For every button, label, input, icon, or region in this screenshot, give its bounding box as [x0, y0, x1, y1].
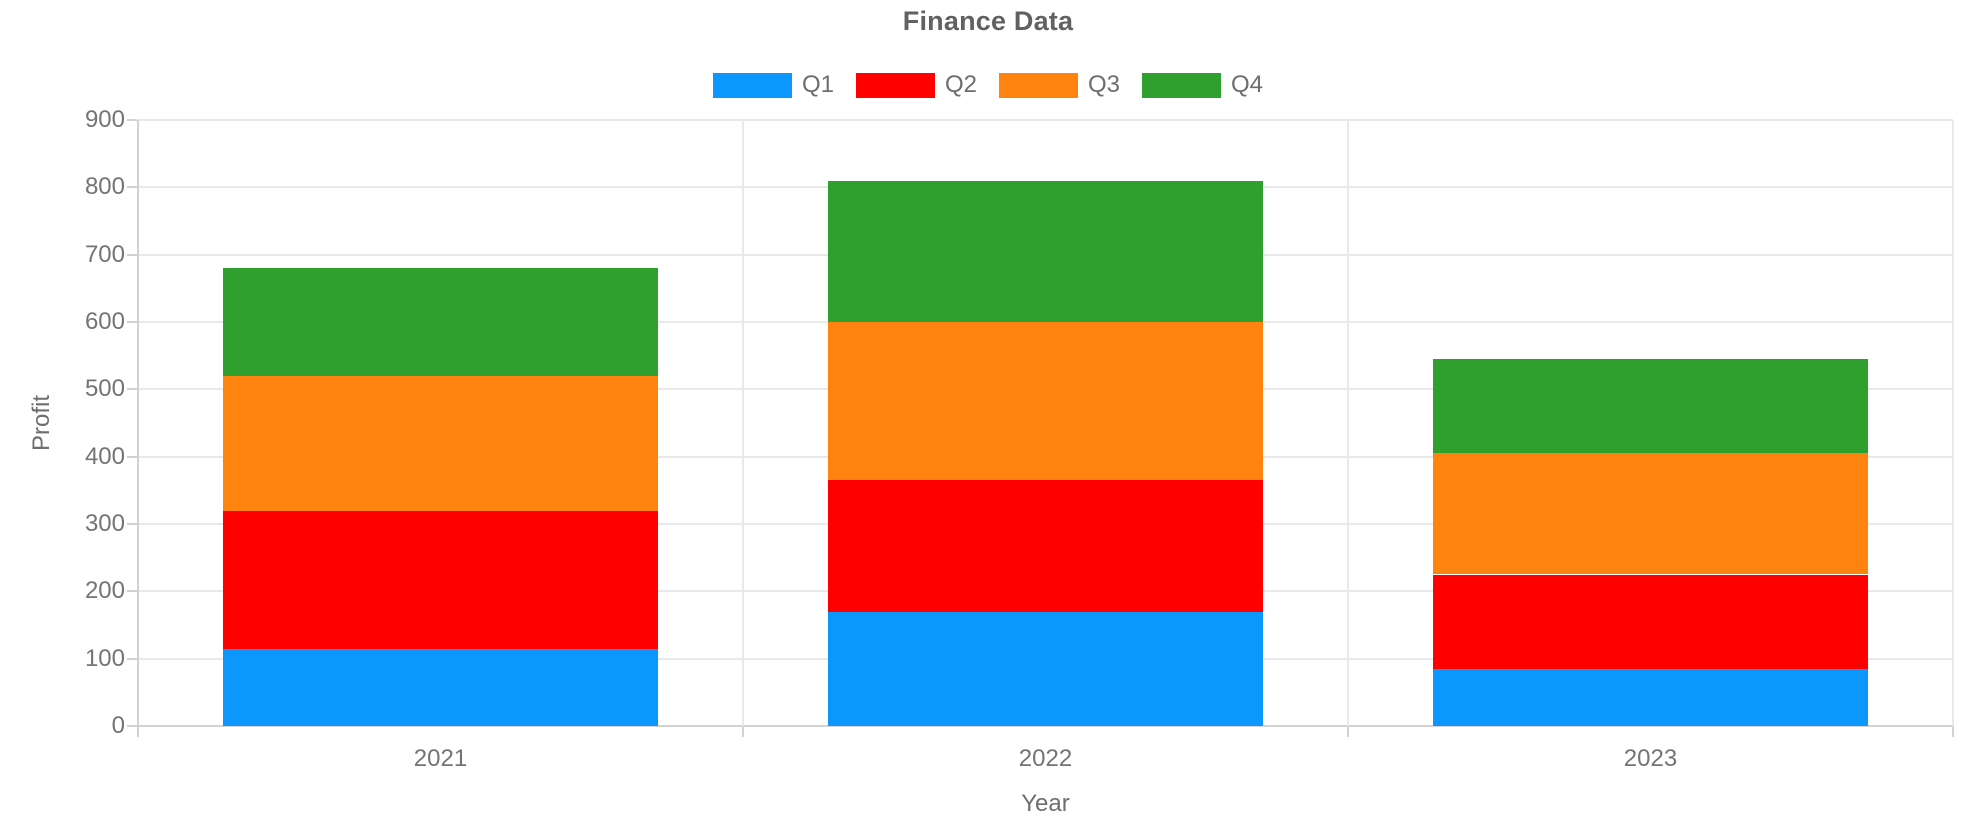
legend-label: Q2	[944, 71, 977, 98]
bar-segment-2022-Q4[interactable]	[828, 180, 1263, 322]
y-tick-label: 800	[84, 173, 125, 201]
y-axis-tick	[127, 590, 137, 593]
bar-segment-2021-Q1[interactable]	[223, 648, 658, 726]
y-axis-tick	[127, 119, 137, 121]
y-axis-tick	[127, 725, 137, 727]
y-tick-label: 900	[84, 106, 125, 133]
x-axis-tick	[1347, 726, 1349, 737]
chart-title: Finance Data	[902, 6, 1074, 36]
y-axis-tick	[127, 186, 137, 189]
legend-swatch-icon	[1142, 72, 1222, 98]
x-axis-title: Year	[1021, 790, 1070, 817]
y-gridline	[138, 119, 1953, 121]
y-tick-label: 700	[84, 240, 125, 268]
legend-item-Q1[interactable]: Q1	[712, 71, 834, 99]
x-axis-tick	[137, 726, 139, 737]
bar-segment-2023-Q2[interactable]	[1433, 574, 1868, 669]
y-axis-tick	[127, 253, 137, 256]
y-tick-label: 200	[84, 577, 125, 605]
bar-segment-2021-Q3[interactable]	[223, 375, 658, 511]
y-axis-tick	[127, 455, 137, 458]
x-gridline	[742, 120, 744, 726]
y-axis-tick	[127, 388, 137, 391]
legend-label: Q3	[1088, 71, 1121, 98]
bar-segment-2023-Q1[interactable]	[1433, 668, 1868, 726]
legend-item-Q2[interactable]: Q2	[855, 71, 977, 99]
bar-segment-2023-Q4[interactable]	[1433, 359, 1868, 454]
legend-item-Q3[interactable]: Q3	[999, 71, 1120, 99]
y-tick-label: 100	[84, 644, 125, 672]
x-tick-label-2022: 2022	[1018, 745, 1073, 772]
x-gridline	[1952, 120, 1954, 726]
bar-segment-2022-Q2[interactable]	[828, 480, 1263, 612]
x-tick-label-2021: 2021	[413, 745, 468, 772]
bar-segment-2022-Q3[interactable]	[828, 322, 1263, 481]
y-axis-tick	[127, 657, 137, 660]
y-tick-label: 500	[84, 375, 125, 403]
bar-segment-2021-Q2[interactable]	[223, 510, 658, 649]
x-gridline	[1347, 120, 1349, 726]
y-tick-label: 600	[84, 308, 125, 335]
y-tick-label: 400	[84, 442, 125, 470]
bar-segment-2022-Q1[interactable]	[828, 611, 1263, 726]
x-axis-line	[138, 725, 1953, 727]
legend-label: Q4	[1231, 71, 1264, 98]
x-axis-tick	[1952, 726, 1954, 737]
bar-segment-2021-Q4[interactable]	[223, 268, 658, 376]
legend-swatch-icon	[855, 72, 935, 98]
y-axis-title: Profit	[28, 394, 55, 452]
bar-segment-2023-Q3[interactable]	[1433, 453, 1868, 575]
legend-item-Q4[interactable]: Q4	[1142, 71, 1263, 99]
y-axis-tick	[127, 321, 137, 323]
y-tick-label: 300	[84, 510, 125, 537]
y-tick-label: 0	[111, 712, 125, 739]
y-axis-line	[137, 120, 139, 737]
x-tick-label-2023: 2023	[1623, 745, 1678, 772]
legend-swatch-icon	[999, 72, 1078, 98]
y-axis-tick	[127, 523, 137, 525]
legend-label: Q1	[801, 71, 834, 98]
x-axis-tick	[742, 726, 744, 737]
legend: Q1 Q2 Q3 Q4	[0, 70, 1976, 100]
legend-swatch-icon	[712, 72, 792, 98]
